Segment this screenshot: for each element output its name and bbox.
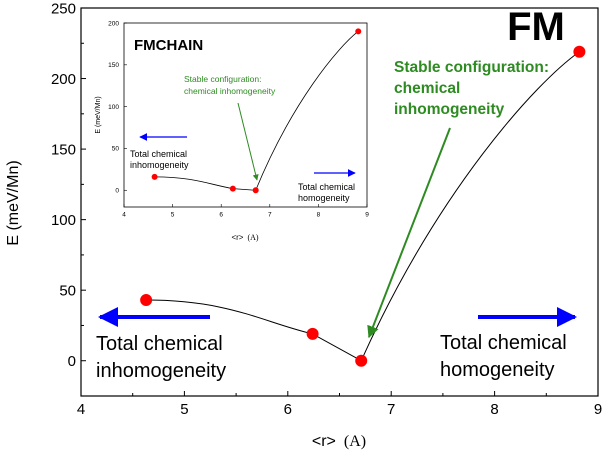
inset-x-axis-label: <r> (A) bbox=[231, 233, 258, 242]
inset-stable-annotation: Stable configuration: chemical inhomogen… bbox=[184, 74, 276, 96]
inset-data-point bbox=[252, 187, 259, 194]
main-y-tick-label: 250 bbox=[51, 0, 76, 17]
main-data-point bbox=[140, 294, 153, 307]
main-left-annotation: Total chemical inhomogeneity bbox=[96, 333, 228, 382]
inset-y-tick-label: 50 bbox=[112, 146, 120, 153]
main-right-annotation: Total chemical homogeneity bbox=[440, 332, 572, 381]
main-y-tick-label: 0 bbox=[68, 353, 76, 370]
main-stable-line-2: chemical bbox=[394, 80, 460, 97]
main-x-tick-label: 4 bbox=[77, 401, 85, 418]
main-stable-line-1: Stable configuration: bbox=[394, 59, 549, 76]
main-stable-arrow bbox=[367, 127, 451, 339]
main-y-tick-label: 200 bbox=[51, 71, 76, 88]
main-y-tick-label: 100 bbox=[51, 212, 76, 229]
main-fit-curve bbox=[146, 51, 580, 362]
main-x-tick-label: 9 bbox=[594, 401, 602, 418]
main-right-line-1: Total chemical bbox=[440, 332, 567, 354]
inset-x-tick-label: 6 bbox=[219, 212, 223, 219]
inset-stable-line-1: Stable configuration: bbox=[184, 74, 262, 84]
main-data-points bbox=[140, 45, 586, 367]
inset-left-line-2: inhomogeneity bbox=[130, 160, 189, 170]
main-right-line-2: homogeneity bbox=[440, 359, 555, 381]
main-x-tick-label: 6 bbox=[284, 401, 292, 418]
inset-x-axis-unit: (A) bbox=[247, 233, 258, 242]
inset-x-tick-label: 8 bbox=[317, 212, 321, 219]
main-x-tick-label: 5 bbox=[180, 401, 188, 418]
inset-left-annotation: Total chemical inhomogeneity bbox=[130, 149, 190, 170]
main-title: FM bbox=[507, 5, 565, 49]
inset-x-axis-symbol: <r> bbox=[231, 233, 243, 242]
main-x-tick-label: 7 bbox=[387, 401, 395, 418]
main-x-tick-label: 8 bbox=[490, 401, 498, 418]
inset-axis-ticks: 4 5 6 7 8 9 0 50 100 150 200 bbox=[108, 20, 369, 218]
inset-y-axis-label: E (meV/Mn) bbox=[95, 96, 102, 133]
inset-background bbox=[118, 19, 372, 233]
inset-right-annotation: Total chemical homogeneity bbox=[298, 182, 358, 203]
inset-plot: 4 5 6 7 8 9 0 50 100 150 200 FMCHAIN E (meV/Mn) <r… bbox=[95, 19, 372, 242]
main-x-axis-label: <r> (A) bbox=[312, 433, 366, 450]
inset-x-tick-label: 7 bbox=[268, 212, 272, 219]
main-y-axis-label: E (meV/Mn) bbox=[5, 160, 22, 245]
main-y-tick-label: 50 bbox=[59, 282, 76, 299]
inset-y-tick-label: 0 bbox=[115, 188, 119, 195]
inset-data-point bbox=[229, 185, 236, 192]
inset-left-line-1: Total chemical bbox=[130, 149, 187, 159]
inset-title: FMCHAIN bbox=[134, 37, 203, 54]
main-x-axis-symbol: <r> bbox=[312, 433, 336, 450]
inset-x-tick-label: 4 bbox=[122, 212, 126, 219]
main-data-point bbox=[306, 327, 319, 340]
inset-stable-line-2: chemical inhomogeneity bbox=[184, 86, 276, 96]
inset-plot-frame bbox=[123, 22, 368, 208]
main-left-line-2: inhomogeneity bbox=[96, 360, 226, 382]
inset-right-line-2: homogeneity bbox=[298, 193, 350, 203]
main-stable-annotation: Stable configuration: chemical inhomogen… bbox=[394, 59, 553, 118]
inset-y-tick-label: 200 bbox=[108, 20, 119, 27]
main-data-point bbox=[355, 354, 368, 367]
inset-data-point bbox=[151, 173, 158, 180]
main-stable-line-3: inhomogeneity bbox=[394, 101, 505, 118]
inset-stable-arrow bbox=[237, 102, 259, 181]
main-left-line-1: Total chemical bbox=[96, 333, 223, 355]
inset-y-tick-label: 100 bbox=[108, 104, 119, 111]
inset-data-points bbox=[151, 28, 362, 194]
main-y-tick-label: 150 bbox=[51, 141, 76, 158]
inset-right-line-1: Total chemical bbox=[298, 182, 355, 192]
inset-x-tick-label: 5 bbox=[171, 212, 175, 219]
main-x-axis-unit: (A) bbox=[344, 433, 366, 450]
main-data-point bbox=[573, 45, 586, 58]
inset-y-tick-label: 150 bbox=[108, 62, 119, 69]
inset-data-point bbox=[355, 28, 362, 35]
inset-x-tick-label: 9 bbox=[365, 212, 369, 219]
inset-fit-curve bbox=[154, 31, 359, 191]
